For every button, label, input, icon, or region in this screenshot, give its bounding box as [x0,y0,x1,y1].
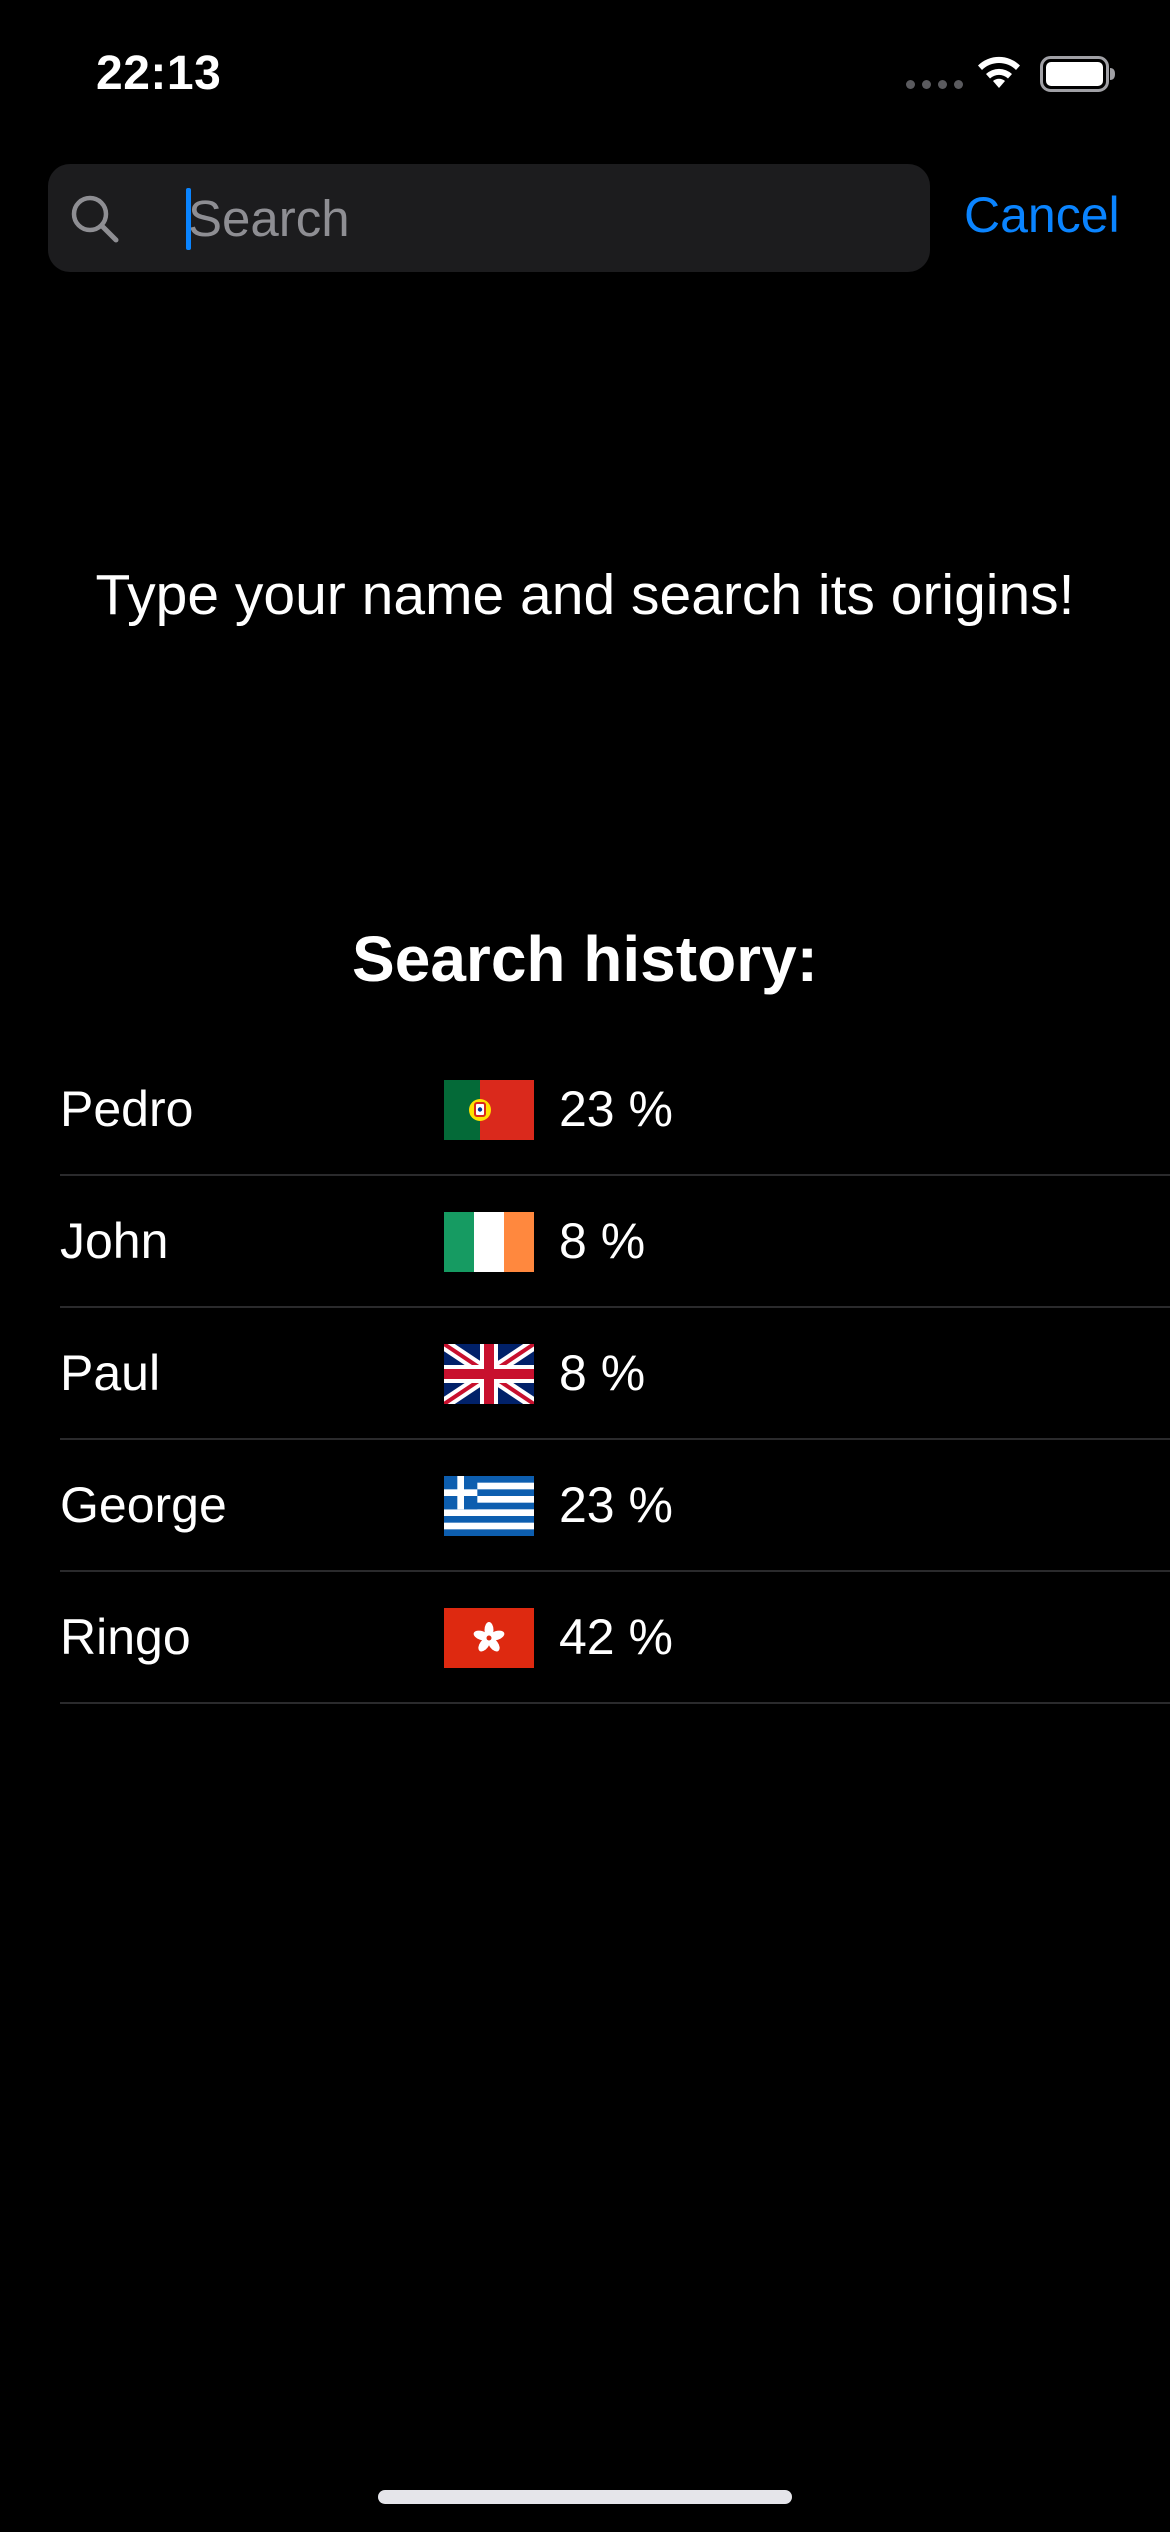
home-indicator[interactable] [378,2490,792,2504]
magnifying-glass-icon [71,195,119,243]
history-name: Pedro [60,1081,194,1137]
history-title: Search history: [352,923,818,995]
ireland-flag-icon [444,1212,534,1272]
history-name: Paul [60,1345,161,1401]
hong-kong-flag-icon [444,1608,534,1668]
history-percent: 8 % [559,1213,646,1269]
search-input[interactable] [138,164,908,272]
text-cursor [186,188,191,250]
history-row[interactable]: George 23 % [0,1440,1170,1572]
history-name: John [60,1213,169,1269]
history-list: Pedro 23 % John 8 % Paul [0,1044,1170,1704]
status-bar: 22:13 [0,0,1170,150]
row-divider [60,1438,1170,1440]
united-kingdom-flag-icon [444,1344,534,1404]
battery-icon [1040,56,1115,92]
row-divider [60,1306,1170,1308]
row-divider [60,1174,1170,1176]
history-row[interactable]: Pedro 23 % [0,1044,1170,1176]
search-prompt: Type your name and search its origins! [95,563,1075,627]
portugal-flag-icon [444,1080,534,1140]
wifi-icon [978,56,1020,88]
search-field[interactable] [48,164,930,272]
history-name: Ringo [60,1609,191,1665]
history-row[interactable]: Paul 8 % [0,1308,1170,1440]
row-divider [60,1570,1170,1572]
cellular-signal-icon [906,80,963,89]
cancel-button[interactable]: Cancel [964,187,1120,243]
history-percent: 23 % [559,1477,673,1533]
history-row[interactable]: John 8 % [0,1176,1170,1308]
history-row[interactable]: Ringo 42 % [0,1572,1170,1704]
greece-flag-icon [444,1476,534,1536]
history-percent: 23 % [559,1081,673,1137]
history-percent: 8 % [559,1345,646,1401]
history-percent: 42 % [559,1609,673,1665]
row-divider [60,1702,1170,1704]
history-name: George [60,1477,227,1533]
status-time: 22:13 [96,47,222,100]
